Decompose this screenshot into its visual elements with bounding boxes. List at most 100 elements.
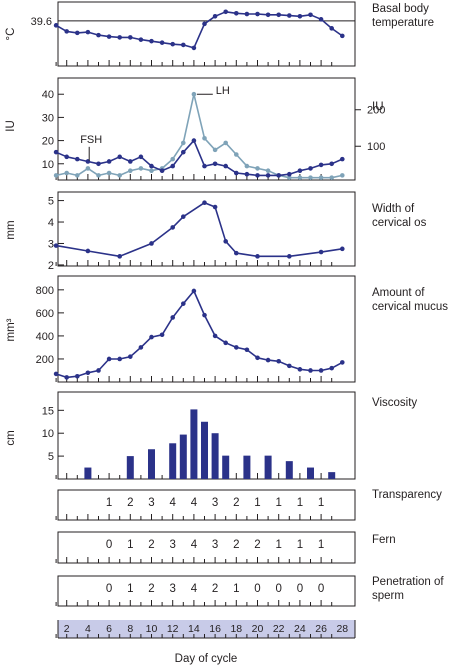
viscosity-bar xyxy=(126,456,134,479)
mucus-series-point xyxy=(106,356,112,362)
transparency-title: Transparency xyxy=(372,489,442,501)
os-series-point xyxy=(85,248,91,254)
os-y-tick-label: 2 xyxy=(48,260,54,272)
lh-series-point xyxy=(170,156,175,162)
lh-series-point xyxy=(223,140,228,146)
hormones-frame xyxy=(57,77,356,181)
fsh-series-point xyxy=(318,162,324,168)
day-axis-band xyxy=(58,620,355,638)
os-series-point xyxy=(117,254,122,259)
bbt-frame xyxy=(57,1,356,67)
day-tick-label: 6 xyxy=(106,623,112,635)
os-series-point xyxy=(287,254,292,259)
mucus-series-point xyxy=(212,333,218,339)
penetration-value: 3 xyxy=(169,583,175,595)
fern-value: 1 xyxy=(297,539,303,551)
fsh-series-point xyxy=(64,154,69,160)
bbt-series-point xyxy=(212,14,218,19)
mucus-series-point xyxy=(53,371,59,377)
os-frame xyxy=(57,191,356,267)
mucus-title-line: Amount of xyxy=(372,287,425,299)
bbt-y-label: °C xyxy=(5,28,17,41)
x-axis-title: Day of cycle xyxy=(175,653,238,665)
mucus-series-point xyxy=(276,358,282,364)
day-tick-label: 24 xyxy=(294,623,306,635)
viscosity-bar xyxy=(148,449,155,479)
penetration-title: Penetration of sperm xyxy=(372,576,444,602)
bbt-title-line: temperature xyxy=(372,17,434,29)
mucus-series-point xyxy=(64,375,69,380)
os-y-tick-label: 3 xyxy=(48,238,54,250)
bbt-title: Basal body temperature xyxy=(372,3,434,29)
bbt-series-point xyxy=(138,37,144,42)
mucus-series-point xyxy=(297,367,303,372)
os-series-point xyxy=(223,239,228,244)
bbt-series-point xyxy=(287,13,292,18)
bbt-series-point xyxy=(181,42,186,48)
bbt-series-point xyxy=(329,26,335,31)
fsh-series-point xyxy=(181,149,186,155)
fern-value: 1 xyxy=(275,539,281,551)
bbt-series-point xyxy=(191,45,197,51)
transparency-value: 1 xyxy=(106,497,112,509)
day-tick-label: 10 xyxy=(146,623,158,635)
bbt-series-point xyxy=(75,30,80,36)
fern-value: 0 xyxy=(106,539,112,551)
hormones-title: IU xyxy=(372,101,384,113)
hormones-y-tick-label: 30 xyxy=(42,112,54,124)
fsh-series-point xyxy=(329,161,335,167)
day-tick-label: 22 xyxy=(273,623,285,635)
bbt-series-point xyxy=(308,12,313,18)
mucus-y-label: mm³ xyxy=(5,318,17,341)
os-series-point xyxy=(234,250,239,256)
day-tick-label: 8 xyxy=(127,623,133,635)
mucus-series-point xyxy=(138,345,144,350)
penetration-title-line: Penetration of xyxy=(372,576,444,588)
viscosity-bar xyxy=(84,467,92,479)
mucus-series-point xyxy=(223,340,228,346)
lh-series-point xyxy=(53,173,59,178)
lh-annotation: LH xyxy=(216,85,230,97)
lh-series-point xyxy=(287,175,292,180)
mucus-series-line xyxy=(55,290,343,379)
mucus-title-line: cervical mucus xyxy=(372,301,448,313)
day-tick-label: 18 xyxy=(230,623,242,635)
mucus-y-tick-label: 800 xyxy=(36,285,54,297)
fsh-series-point xyxy=(106,159,112,164)
os-title-line: cervical os xyxy=(372,217,427,229)
fsh-series-point xyxy=(191,138,197,143)
viscosity-bar xyxy=(211,433,219,479)
lh-series-point xyxy=(318,175,324,180)
day-tick-label: 20 xyxy=(252,623,264,635)
lh-series-point xyxy=(234,152,239,157)
fsh-series-point xyxy=(212,161,218,167)
penetration-frame xyxy=(57,575,356,607)
mucus-y-tick-label: 200 xyxy=(36,354,54,366)
os-series-point xyxy=(53,243,59,248)
viscosity-y-tick-label: 5 xyxy=(48,451,54,463)
viscosity-bar xyxy=(169,443,177,479)
lh-series-point xyxy=(75,173,80,178)
lh-series-point xyxy=(202,135,207,141)
viscosity-bar xyxy=(307,467,314,479)
hormones-y-tick-label: 40 xyxy=(42,89,54,101)
bbt-series-point xyxy=(159,40,165,45)
mucus-series-point xyxy=(329,365,335,371)
mucus-series-point xyxy=(117,356,122,362)
day-tick-label: 2 xyxy=(64,623,70,635)
viscosity-y-label: cm xyxy=(5,430,17,445)
day-tick-label: 16 xyxy=(209,623,221,635)
os-y-tick-label: 5 xyxy=(48,196,54,208)
bbt-y-tick-label: 39.6 xyxy=(31,16,52,28)
penetration-value: 4 xyxy=(191,583,198,595)
bbt-series-point xyxy=(170,41,175,47)
mucus-y-tick-label: 400 xyxy=(36,331,54,343)
os-series-line xyxy=(55,201,343,258)
mucus-series-point xyxy=(287,363,292,369)
hormones-y-tick-label: 10 xyxy=(42,159,54,171)
fsh-annotation: FSH xyxy=(80,134,102,146)
penetration-value: 2 xyxy=(212,583,218,595)
os-series-point xyxy=(181,214,186,219)
fern-value: 1 xyxy=(127,539,133,551)
